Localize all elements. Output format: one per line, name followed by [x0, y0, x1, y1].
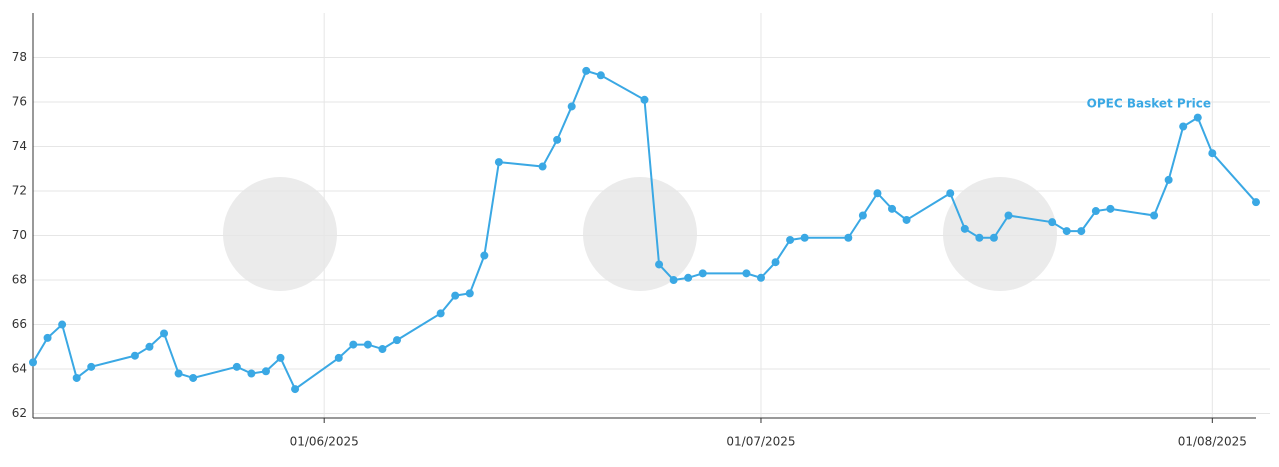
series-label: OPEC Basket Price: [1087, 97, 1211, 111]
data-point: [58, 320, 67, 329]
data-point: [756, 273, 765, 282]
y-tick-label: 72: [12, 184, 27, 198]
data-point: [494, 158, 503, 167]
watermark: [223, 177, 337, 291]
y-tick-label: 64: [12, 362, 27, 376]
data-point: [130, 351, 139, 360]
data-point: [1106, 204, 1115, 213]
x-tick-label: 01/06/2025: [290, 435, 359, 449]
data-point: [800, 233, 809, 242]
data-point: [145, 342, 154, 351]
y-tick-label: 62: [12, 406, 27, 420]
data-point: [378, 345, 387, 354]
data-point: [451, 291, 460, 300]
data-point: [873, 189, 882, 198]
data-point: [189, 373, 198, 382]
x-tick-label: 01/08/2025: [1178, 435, 1247, 449]
data-point: [392, 336, 401, 345]
data-point: [698, 269, 707, 278]
data-point: [1179, 122, 1188, 131]
data-point: [640, 95, 649, 104]
data-point: [888, 204, 897, 213]
data-point: [480, 251, 489, 260]
data-point: [844, 233, 853, 242]
data-point: [261, 367, 270, 376]
watermarks: [223, 177, 1057, 291]
data-point: [538, 162, 547, 171]
data-point: [349, 340, 358, 349]
x-tick-label: 01/07/2025: [726, 435, 795, 449]
plot: [29, 66, 1260, 394]
watermark: [583, 177, 697, 291]
y-tick-label: 76: [12, 95, 27, 109]
data-point: [1208, 149, 1217, 158]
data-point: [247, 369, 256, 378]
watermark: [943, 177, 1057, 291]
data-point: [1091, 207, 1100, 216]
data-point: [975, 233, 984, 242]
data-point: [1252, 198, 1260, 207]
data-point: [567, 102, 576, 111]
data-point: [276, 353, 285, 362]
data-point: [87, 362, 96, 371]
data-point: [582, 66, 591, 75]
data-point: [858, 211, 867, 220]
y-tick-label: 66: [12, 317, 27, 331]
data-point: [596, 71, 605, 80]
y-tick-label: 68: [12, 273, 27, 287]
data-point: [771, 258, 780, 267]
data-point: [43, 333, 52, 342]
data-point: [1077, 227, 1086, 236]
data-point: [1193, 113, 1202, 122]
data-point: [786, 235, 795, 244]
data-point: [1004, 211, 1013, 220]
data-point: [232, 362, 241, 371]
data-point: [465, 289, 474, 298]
data-point: [1150, 211, 1159, 220]
data-point: [902, 215, 911, 224]
y-tick-label: 70: [12, 228, 27, 242]
data-point: [946, 189, 955, 198]
data-point: [291, 385, 300, 394]
data-point: [1062, 227, 1071, 236]
data-point: [160, 329, 169, 338]
data-point: [1048, 218, 1057, 227]
data-point: [684, 273, 693, 282]
data-point: [436, 309, 445, 318]
data-point: [363, 340, 372, 349]
data-point: [334, 353, 343, 362]
data-point: [669, 276, 678, 285]
data-point: [29, 358, 37, 367]
data-point: [174, 369, 183, 378]
data-point: [553, 135, 562, 144]
data-point: [960, 224, 969, 233]
data-point: [72, 373, 81, 382]
data-point: [1164, 175, 1173, 184]
y-tick-label: 74: [12, 139, 27, 153]
data-point: [655, 260, 664, 269]
data-point: [989, 233, 998, 242]
data-point: [742, 269, 751, 278]
y-tick-label: 78: [12, 50, 27, 64]
